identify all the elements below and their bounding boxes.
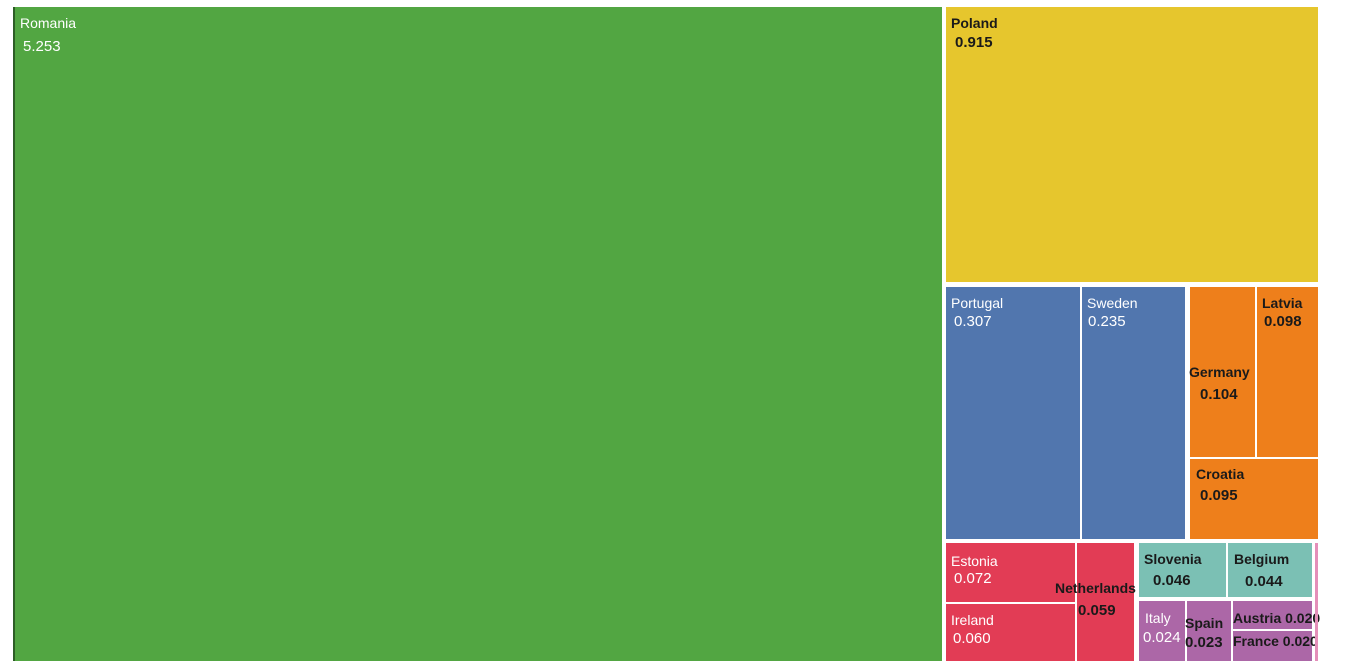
tile-label-spain: Spain — [1185, 615, 1224, 631]
tile-label-italy: Italy — [1145, 610, 1171, 626]
tile-value-slovenia: 0.046 — [1153, 572, 1191, 589]
tile-poland: Poland 0.915 — [946, 7, 1318, 282]
tile-ireland: Ireland 0.060 — [946, 604, 1075, 661]
tile-germany: Germany 0.104 — [1189, 287, 1255, 457]
tile-croatia: Croatia 0.095 — [1190, 459, 1318, 539]
tile-label-latvia: Latvia — [1262, 295, 1303, 311]
tile-romania: Romania 5.253 — [13, 7, 942, 661]
tile-label-germany: Germany — [1189, 364, 1250, 380]
tile-label-croatia: Croatia — [1196, 466, 1245, 482]
tile-value-netherlands: 0.059 — [1078, 602, 1116, 619]
tile-portugal: Portugal 0.307 — [946, 287, 1080, 539]
tile-value-spain: 0.023 — [1185, 634, 1223, 651]
tile-value-estonia: 0.072 — [954, 570, 992, 587]
tile-value-belgium: 0.044 — [1245, 573, 1283, 590]
tile-sliver — [1315, 543, 1318, 661]
tile-label-estonia: Estonia — [951, 553, 998, 569]
tile-belgium: Belgium 0.044 — [1228, 543, 1312, 597]
tile-label-austria: Austria 0.020 — [1233, 610, 1321, 626]
tile-label-slovenia: Slovenia — [1144, 551, 1202, 567]
tile-romania-edge — [13, 7, 15, 661]
tile-austria: Austria 0.020 — [1233, 601, 1320, 629]
tile-france: France 0.020 — [1233, 631, 1318, 661]
tile-netherlands: Netherlands 0.059 — [1055, 543, 1136, 661]
tile-sweden: Sweden 0.235 — [1082, 287, 1185, 539]
tile-value-latvia: 0.098 — [1264, 313, 1302, 330]
tile-value-romania: 5.253 — [23, 38, 61, 55]
tile-value-portugal: 0.307 — [954, 313, 992, 330]
tile-value-germany: 0.104 — [1200, 386, 1238, 403]
tile-label-france: France 0.020 — [1233, 633, 1318, 649]
tile-spain: Spain 0.023 — [1185, 601, 1231, 661]
tile-italy: Italy 0.024 — [1139, 601, 1185, 661]
tile-value-italy: 0.024 — [1143, 629, 1181, 646]
tile-label-portugal: Portugal — [951, 295, 1004, 311]
tile-label-ireland: Ireland — [951, 612, 994, 628]
tile-estonia: Estonia 0.072 — [946, 543, 1075, 602]
tile-value-croatia: 0.095 — [1200, 487, 1238, 504]
tile-label-netherlands: Netherlands — [1055, 580, 1136, 596]
tile-value-sweden: 0.235 — [1088, 313, 1126, 330]
tile-value-ireland: 0.060 — [953, 630, 991, 647]
tile-label-poland: Poland — [951, 15, 998, 31]
tile-label-belgium: Belgium — [1234, 551, 1290, 567]
tile-value-poland: 0.915 — [955, 34, 993, 51]
tile-label-sweden: Sweden — [1087, 295, 1138, 311]
tile-latvia: Latvia 0.098 — [1257, 287, 1318, 457]
tile-label-romania: Romania — [20, 15, 77, 31]
tile-slovenia: Slovenia 0.046 — [1139, 543, 1226, 597]
